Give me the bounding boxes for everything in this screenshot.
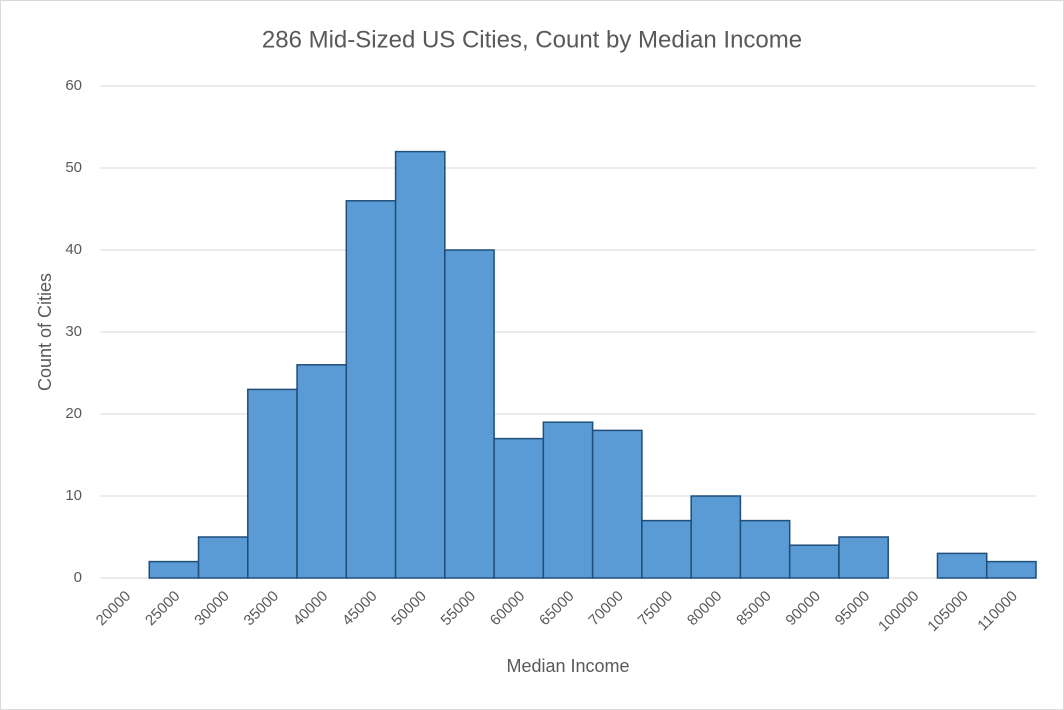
y-tick-label: 40 <box>65 241 82 258</box>
y-tick-label: 50 <box>65 159 82 176</box>
bar <box>591 429 643 579</box>
y-axis-label: Count of Cities <box>35 273 55 391</box>
bar <box>985 560 1037 579</box>
bar <box>296 364 348 579</box>
chart-title: 286 Mid-Sized US Cities, Count by Median… <box>262 26 802 53</box>
bar <box>247 388 298 579</box>
bar <box>690 495 742 579</box>
bar <box>838 536 889 579</box>
bar <box>197 536 249 579</box>
y-tick-label: 10 <box>65 487 82 504</box>
bar <box>542 421 594 579</box>
bar <box>148 560 200 579</box>
bar <box>641 519 692 579</box>
x-axis-label: Median Income <box>506 656 629 676</box>
bar <box>788 544 840 579</box>
y-tick-label: 60 <box>65 77 82 94</box>
bar <box>345 200 397 579</box>
bar <box>394 150 446 579</box>
y-tick-label: 30 <box>65 323 82 340</box>
bar <box>739 519 791 579</box>
y-tick-label: 20 <box>65 405 82 422</box>
bar <box>936 552 988 579</box>
bar <box>493 437 545 579</box>
bar <box>444 249 495 579</box>
y-tick-label: 0 <box>74 569 82 586</box>
